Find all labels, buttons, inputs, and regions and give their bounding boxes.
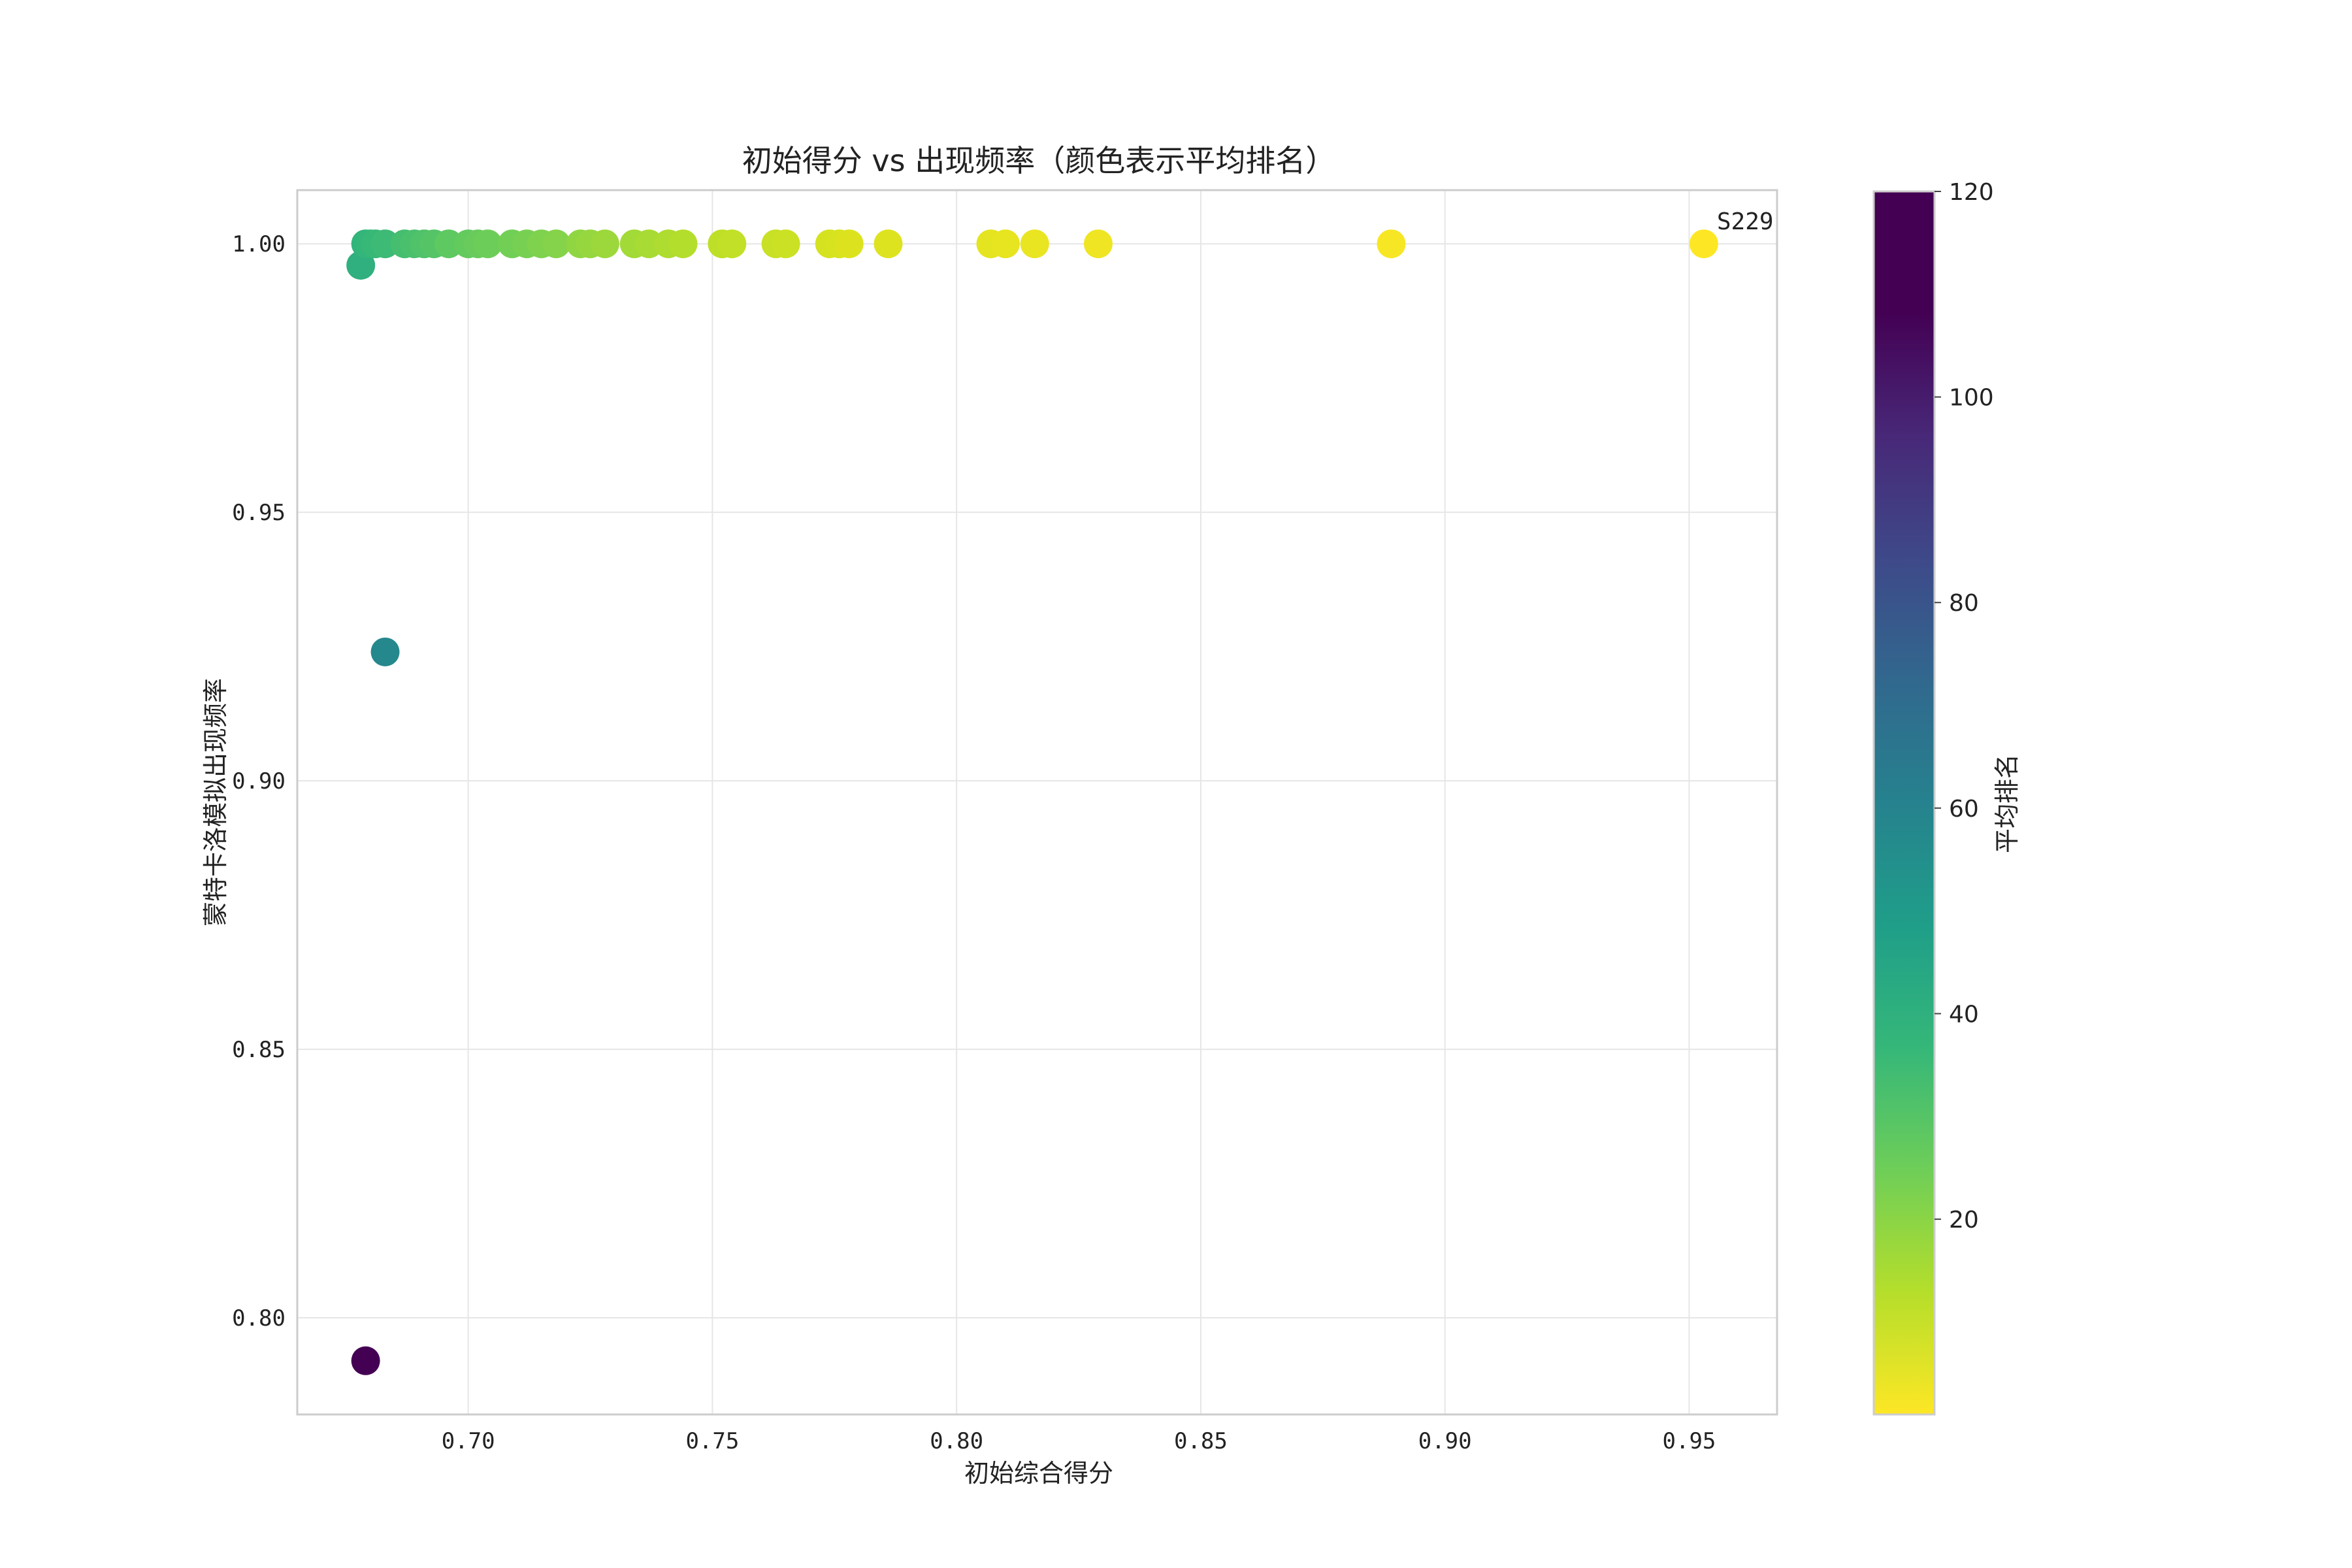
scatter-point xyxy=(1020,229,1049,259)
scatter-point xyxy=(668,229,698,259)
chart-title: 初始得分 vs 出现频率（颜色表示平均排名） xyxy=(742,143,1335,178)
x-tick-label: 0.95 xyxy=(1663,1428,1716,1454)
scatter-point xyxy=(542,229,571,259)
y-tick-label: 1.00 xyxy=(232,231,286,257)
annotations: S229 xyxy=(1717,208,1774,235)
y-tick-label: 0.85 xyxy=(232,1037,286,1063)
scatter-point xyxy=(874,229,903,259)
scatter-points xyxy=(346,229,1718,1375)
colorbar-tick-label: 80 xyxy=(1949,590,1979,617)
x-axis-label: 初始综合得分 xyxy=(964,1459,1113,1488)
colorbar-tick-label: 120 xyxy=(1949,179,1994,206)
scatter-point xyxy=(1083,229,1113,259)
point-annotation: S229 xyxy=(1717,208,1774,235)
scatter-point xyxy=(473,229,502,259)
x-tick-labels: 0.70 0.75 0.80 0.85 0.90 0.95 xyxy=(442,1428,1716,1454)
x-tick-label: 0.85 xyxy=(1174,1428,1228,1454)
scatter-point xyxy=(771,229,800,259)
scatter-point xyxy=(590,229,619,259)
colorbar-label: 平均排名 xyxy=(1993,754,2021,853)
scatter-point xyxy=(351,1346,380,1375)
scatter-point xyxy=(834,229,864,259)
x-tick-label: 0.80 xyxy=(930,1428,983,1454)
colorbar-tick-label: 60 xyxy=(1949,796,1979,823)
scatter-point xyxy=(370,637,400,666)
colorbar xyxy=(1872,190,1936,1416)
y-tick-label: 0.80 xyxy=(232,1305,286,1331)
y-tick-label: 0.95 xyxy=(232,500,286,526)
plot-frame xyxy=(296,189,1778,1416)
colorbar-tick-label: 100 xyxy=(1949,385,1994,412)
colorbar-tick-label: 40 xyxy=(1949,1001,1979,1028)
x-tick-label: 0.90 xyxy=(1418,1428,1472,1454)
scatter-point xyxy=(990,229,1020,259)
scatter-point xyxy=(346,251,376,280)
y-axis-label: 蒙特卡洛模拟出现频率 xyxy=(201,678,230,926)
x-tick-label: 0.70 xyxy=(442,1428,495,1454)
scatter-point xyxy=(1377,229,1406,259)
scatter-point xyxy=(717,229,747,259)
scatter-point xyxy=(1689,229,1718,259)
colorbar-tick-labels: 20 40 60 80 100 120 xyxy=(1935,179,1994,1233)
grid xyxy=(297,190,1777,1414)
y-tick-labels: 0.80 0.85 0.90 0.95 1.00 xyxy=(232,231,286,1331)
x-tick-label: 0.75 xyxy=(685,1428,739,1454)
colorbar-tick-label: 20 xyxy=(1949,1207,1979,1233)
y-tick-label: 0.90 xyxy=(232,768,286,794)
